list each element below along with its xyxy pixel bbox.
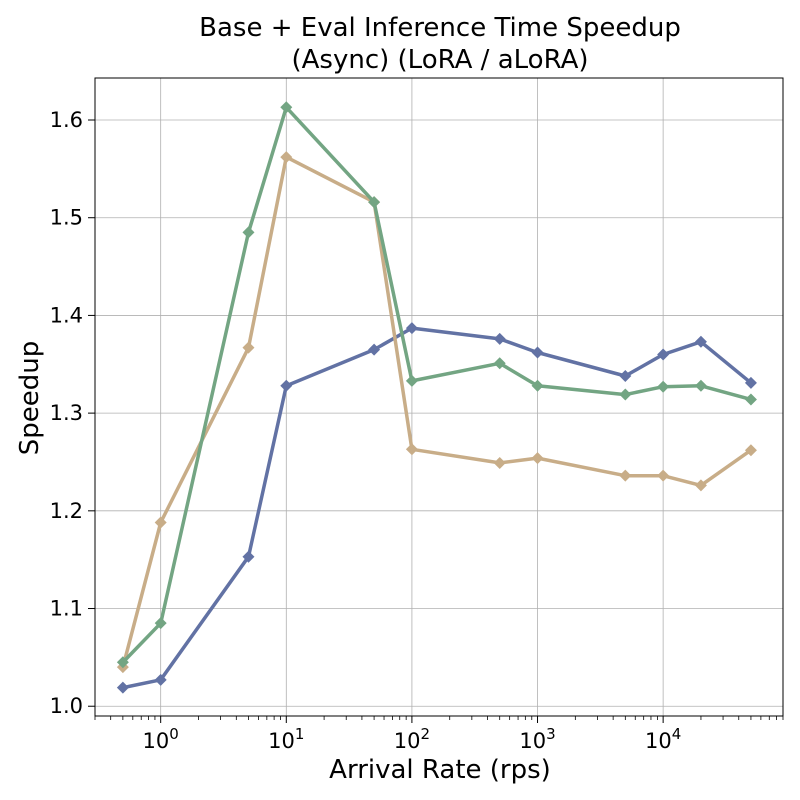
series-2 xyxy=(116,101,757,669)
series-0-point xyxy=(405,322,418,335)
series-0-point xyxy=(493,332,506,345)
series-0-point xyxy=(694,335,707,348)
axes: 100 101 102 103 104 1.0 1.1 1.2 1.3 1.4 1.5 1.6 xyxy=(50,77,784,753)
series-1-point xyxy=(280,151,293,164)
series-1-point xyxy=(531,452,544,465)
series-1-line xyxy=(121,155,753,669)
series-0-point xyxy=(657,348,670,361)
x-tick-label: 102 xyxy=(394,725,430,753)
series-0-point xyxy=(531,346,544,359)
series-2-point xyxy=(242,226,255,239)
series-2-line xyxy=(121,105,753,665)
series-0-point xyxy=(154,673,167,686)
series-0-point xyxy=(744,376,757,389)
x-tick-label: 100 xyxy=(143,725,179,753)
series-2-point xyxy=(531,379,544,392)
chart-title: Base + Eval Inference Time Speedup (Asyn… xyxy=(199,13,681,75)
chart-title-line-1: Base + Eval Inference Time Speedup xyxy=(199,13,681,43)
y-axis-label: Speedup xyxy=(15,341,45,456)
series-0-line xyxy=(121,326,753,690)
series-1-point xyxy=(744,444,757,457)
series-1-point xyxy=(405,443,418,456)
series-0-point xyxy=(242,550,255,563)
series-1-point xyxy=(619,469,632,482)
series-0-point xyxy=(368,343,381,356)
x-axis-label: Arrival Rate (rps) xyxy=(329,755,551,785)
series-1-point xyxy=(493,456,506,469)
series-0-point xyxy=(116,681,129,694)
y-tick-label: 1.1 xyxy=(50,597,83,621)
series-1-point xyxy=(154,516,167,529)
series-1-point xyxy=(242,341,255,354)
y-tick-label: 1.2 xyxy=(50,499,83,523)
series-2-point xyxy=(657,380,670,393)
series-1-point xyxy=(657,469,670,482)
y-tick-label: 1.5 xyxy=(50,206,83,230)
x-tick-label: 103 xyxy=(519,725,555,753)
series-2-point xyxy=(368,196,381,209)
series-1-point xyxy=(694,479,707,492)
series-0-point xyxy=(619,369,632,382)
y-tick-label: 1.4 xyxy=(50,303,83,327)
series-0-point xyxy=(280,379,293,392)
y-tick-label: 1.0 xyxy=(50,694,83,718)
series-2-point xyxy=(493,357,506,370)
series-2-point xyxy=(154,617,167,630)
data-series xyxy=(116,101,757,694)
x-tick-label: 101 xyxy=(268,725,304,753)
series-2-point xyxy=(280,101,293,114)
plot-frame xyxy=(94,77,784,717)
series-2-point xyxy=(116,656,129,669)
grid-lines xyxy=(95,78,783,716)
series-1 xyxy=(116,151,757,674)
series-0 xyxy=(116,322,757,694)
y-tick-label: 1.3 xyxy=(50,401,83,425)
series-2-point xyxy=(619,388,632,401)
y-tick-label: 1.6 xyxy=(50,108,83,132)
series-2-point xyxy=(405,374,418,387)
series-2-point xyxy=(694,379,707,392)
x-tick-label: 104 xyxy=(645,725,681,753)
series-2-point xyxy=(744,393,757,406)
chart-title-line-2: (Async) (LoRA / aLoRA) xyxy=(291,45,588,75)
